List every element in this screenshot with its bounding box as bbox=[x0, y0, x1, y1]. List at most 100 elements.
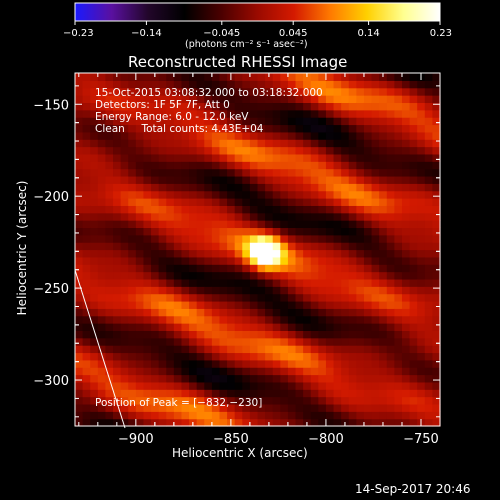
heatmap-cell bbox=[341, 345, 350, 354]
heatmap-cell bbox=[75, 315, 84, 324]
heatmap-cell bbox=[181, 168, 190, 177]
heatmap-cell bbox=[166, 168, 175, 177]
heatmap-cell bbox=[325, 220, 335, 229]
heatmap-cell bbox=[189, 131, 198, 140]
heatmap-cell bbox=[333, 220, 342, 229]
heatmap-cell bbox=[424, 345, 433, 354]
heatmap-cell bbox=[173, 264, 183, 273]
heatmap-cell bbox=[325, 227, 335, 236]
heatmap-cell bbox=[371, 411, 380, 420]
heatmap-cell bbox=[143, 87, 152, 96]
heatmap-cell bbox=[128, 102, 137, 111]
heatmap-cell bbox=[303, 367, 312, 376]
heatmap-cell bbox=[82, 227, 91, 236]
heatmap-cell bbox=[211, 198, 221, 206]
heatmap-cell bbox=[409, 367, 418, 376]
heatmap-cell bbox=[310, 73, 319, 81]
heatmap-cell bbox=[409, 87, 418, 96]
heatmap-cell bbox=[257, 242, 266, 251]
heatmap-cell bbox=[196, 227, 205, 236]
heatmap-cell bbox=[287, 396, 297, 405]
heatmap-cell bbox=[242, 87, 251, 96]
heatmap-cell bbox=[409, 286, 418, 295]
heatmap-cell bbox=[143, 256, 152, 265]
heatmap-cell bbox=[204, 330, 213, 339]
heatmap-cell bbox=[219, 300, 228, 309]
heatmap-cell bbox=[173, 389, 183, 398]
heatmap-cell bbox=[166, 396, 175, 405]
heatmap-cell bbox=[82, 139, 91, 148]
heatmap-cell bbox=[75, 381, 84, 390]
heatmap-cell bbox=[318, 337, 327, 346]
heatmap-cell bbox=[310, 300, 319, 309]
heatmap-cell bbox=[356, 286, 365, 295]
heatmap-cell bbox=[424, 124, 433, 133]
heatmap-cell bbox=[356, 146, 365, 155]
heatmap-cell bbox=[318, 286, 327, 295]
heatmap-cell bbox=[97, 403, 107, 412]
heatmap-cell bbox=[401, 330, 411, 339]
heatmap-cell bbox=[356, 109, 365, 118]
heatmap-cell bbox=[272, 131, 281, 140]
heatmap-cell bbox=[97, 205, 107, 214]
heatmap-cell bbox=[151, 146, 160, 155]
heatmap-cell bbox=[265, 146, 274, 155]
heatmap-cell bbox=[196, 80, 205, 89]
heatmap-cell bbox=[280, 323, 289, 331]
heatmap-cell bbox=[173, 139, 183, 148]
heatmap-cell bbox=[325, 73, 335, 81]
heatmap-cell bbox=[325, 264, 335, 273]
heatmap-cell bbox=[75, 175, 84, 184]
heatmap-cell bbox=[333, 308, 342, 317]
heatmap-cell bbox=[166, 418, 175, 427]
heatmap-cell bbox=[75, 153, 84, 162]
heatmap-cell bbox=[394, 396, 403, 405]
heatmap-cell bbox=[128, 293, 137, 302]
heatmap-cell bbox=[211, 264, 221, 273]
heatmap-cell bbox=[394, 168, 403, 177]
heatmap-cell bbox=[82, 293, 91, 302]
heatmap-cell bbox=[113, 205, 122, 214]
heatmap-cell bbox=[401, 278, 411, 287]
heatmap-cell bbox=[401, 153, 411, 162]
heatmap-cell bbox=[158, 139, 167, 148]
heatmap-cell bbox=[295, 278, 304, 287]
heatmap-cell bbox=[143, 109, 152, 118]
heatmap-cell bbox=[82, 249, 91, 258]
heatmap-cell bbox=[295, 389, 304, 398]
heatmap-cell bbox=[120, 153, 129, 162]
heatmap-cell bbox=[151, 95, 160, 104]
heatmap-cell bbox=[257, 146, 266, 155]
heatmap-cell bbox=[409, 168, 418, 177]
heatmap-cell bbox=[113, 256, 122, 265]
heatmap-cell bbox=[249, 359, 259, 368]
heatmap-cell bbox=[204, 418, 213, 427]
heatmap-cell bbox=[265, 131, 274, 140]
heatmap-cell bbox=[409, 396, 418, 405]
heatmap-cell bbox=[341, 220, 350, 229]
heatmap-cell bbox=[257, 278, 266, 287]
heatmap-cell bbox=[105, 381, 114, 390]
heatmap-cell bbox=[257, 198, 266, 206]
heatmap-cell bbox=[333, 374, 342, 383]
heatmap-cell bbox=[363, 315, 373, 324]
heatmap-cell bbox=[363, 271, 373, 280]
heatmap-cell bbox=[303, 146, 312, 155]
heatmap-cell bbox=[363, 190, 373, 199]
info-energy-range: Energy Range: 6.0 - 12.0 keV bbox=[95, 111, 249, 123]
heatmap-cell bbox=[356, 300, 365, 309]
heatmap-cell bbox=[227, 374, 236, 383]
heatmap-cell bbox=[128, 80, 137, 89]
heatmap-cell bbox=[272, 330, 281, 339]
heatmap-cell bbox=[128, 227, 137, 236]
heatmap-cell bbox=[128, 315, 137, 324]
heatmap-cell bbox=[151, 212, 160, 221]
heatmap-cell bbox=[234, 374, 243, 383]
heatmap-cell bbox=[151, 205, 160, 214]
heatmap-cell bbox=[265, 124, 274, 133]
heatmap-cell bbox=[105, 345, 114, 354]
heatmap-cell bbox=[310, 249, 319, 258]
heatmap-cell bbox=[143, 264, 152, 273]
heatmap-cell bbox=[151, 161, 160, 170]
heatmap-cell bbox=[128, 381, 137, 390]
